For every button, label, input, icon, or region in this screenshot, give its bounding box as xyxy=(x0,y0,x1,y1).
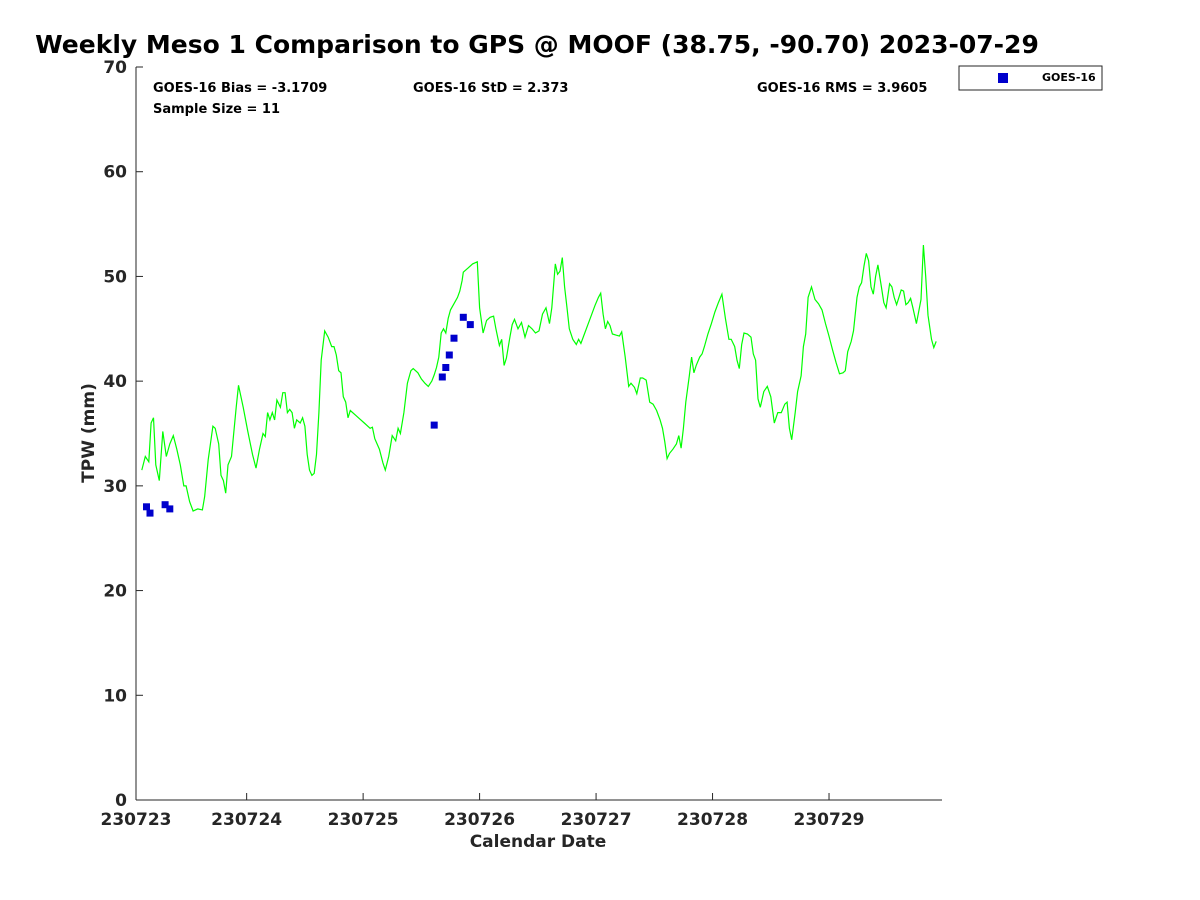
legend-box xyxy=(958,65,1103,91)
goes16-point xyxy=(466,321,474,329)
x-tick-label: 230725 xyxy=(328,810,399,830)
std-annotation: GOES-16 StD = 2.373 xyxy=(413,81,568,96)
y-tick-label: 70 xyxy=(103,58,127,78)
series-layer xyxy=(141,244,937,517)
goes16-point xyxy=(445,351,453,359)
bias-annotation: GOES-16 Bias = -3.1709 xyxy=(153,81,327,96)
x-tick-label: 230729 xyxy=(794,810,865,830)
goes16-point xyxy=(143,503,150,511)
legend-label-goes16: GOES-16 xyxy=(1042,71,1096,84)
goes16-point xyxy=(459,313,467,321)
chart-title: Weekly Meso 1 Comparison to GPS @ MOOF (… xyxy=(35,30,1039,59)
x-tick-label: 230723 xyxy=(101,810,172,830)
y-tick-label: 0 xyxy=(115,791,127,811)
y-tick-label: 30 xyxy=(103,477,127,497)
goes16-point xyxy=(430,421,438,429)
y-tick-label: 20 xyxy=(103,582,127,602)
goes16-point xyxy=(442,364,450,371)
gps-tpw-line xyxy=(141,244,937,512)
plot-area: 0 10 20 30 40 50 60 70 230723 230724 230725 230726… xyxy=(101,58,942,830)
goes16-point xyxy=(438,373,446,381)
x-tick-label: 230726 xyxy=(444,810,515,830)
y-axis-ticks: 0 10 20 30 40 50 60 70 xyxy=(103,58,143,811)
sample-size-annotation: Sample Size = 11 xyxy=(153,102,280,117)
goes16-point xyxy=(146,509,154,517)
x-axis-ticks: 230723 230724 230725 230726 230727 230728 2307… xyxy=(101,793,865,830)
goes16-point xyxy=(450,334,458,342)
y-tick-label: 40 xyxy=(103,372,127,392)
x-tick-label: 230727 xyxy=(561,810,632,830)
rms-annotation: GOES-16 RMS = 3.9605 xyxy=(757,81,927,96)
x-tick-label: 230724 xyxy=(211,810,282,830)
y-axis-label: TPW (mm) xyxy=(79,383,99,483)
x-tick-label: 230728 xyxy=(677,810,748,830)
y-tick-label: 50 xyxy=(103,267,127,287)
axes-background xyxy=(136,67,942,800)
y-tick-label: 10 xyxy=(103,686,127,706)
x-axis-label: Calendar Date xyxy=(470,832,607,852)
y-tick-label: 60 xyxy=(103,163,127,183)
legend: GOES-16 xyxy=(958,65,1103,91)
goes16-point xyxy=(161,501,169,509)
legend-marker-goes16 xyxy=(998,73,1008,83)
goes16-point xyxy=(166,505,174,513)
